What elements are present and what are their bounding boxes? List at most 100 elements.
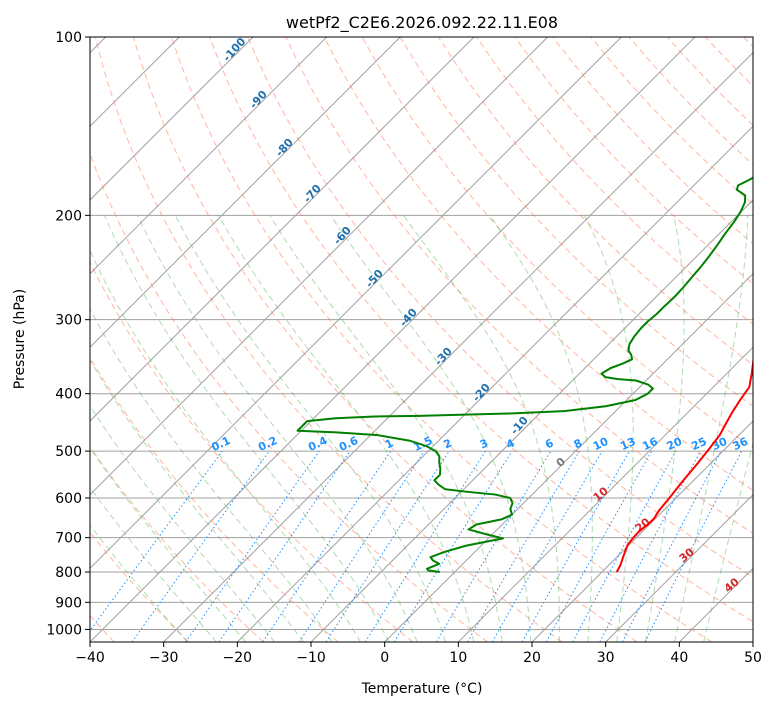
mixing-ratio-label: 25 — [689, 435, 708, 453]
background-line-labels: 0.1 0.2 0.4 0.6 1 1.5 2 3 4 6 8 10 13 16 20 25 30 36-100-… — [209, 35, 750, 595]
moist-adiabat-label: 0 — [554, 455, 568, 470]
dry-adiabat-line — [132, 37, 638, 642]
background-lines — [90, 37, 753, 642]
y-axis-ticks: 100 200 300 400 500 600 700 800 900 1000 — [46, 30, 90, 638]
mixing-ratio-line — [185, 450, 320, 642]
dry-adiabat-line — [704, 37, 753, 87]
y-tick-label: 200 — [55, 208, 82, 224]
y-tick-label: 900 — [55, 595, 82, 611]
isotherm-line — [384, 272, 753, 642]
mixing-ratio-line — [599, 450, 701, 642]
mixing-ratio-line — [218, 450, 351, 642]
moist-adiabat-line — [137, 215, 418, 642]
mixing-ratio-line — [325, 450, 450, 642]
mixing-ratio-label: 36 — [731, 435, 751, 453]
mixing-ratio-line — [521, 450, 630, 642]
x-axis-label: Temperature (°C) — [361, 681, 483, 697]
mixing-ratio-line — [572, 450, 677, 642]
moist-adiabat-line — [174, 215, 447, 642]
y-tick-label: 1000 — [46, 622, 82, 638]
dry-adiabat-label: -30 — [432, 345, 455, 369]
dry-adiabat-line — [476, 37, 753, 325]
moist-adiabat-line — [90, 249, 361, 642]
isotherm-line — [90, 37, 475, 422]
x-tick-label: −20 — [223, 650, 253, 666]
x-tick-label: 10 — [449, 650, 467, 666]
dry-adiabat-line — [209, 37, 753, 623]
x-tick-label: 20 — [523, 650, 541, 666]
dry-adiabat-line — [171, 37, 713, 642]
isotherm-line — [457, 346, 753, 642]
moist-adiabat-label: 20 — [633, 515, 653, 535]
y-axis-label: Pressure (hPa) — [12, 289, 28, 389]
y-tick-label: 100 — [55, 30, 82, 46]
moist-adiabat-line — [90, 524, 188, 642]
dry-adiabat-label: -20 — [470, 381, 493, 405]
dry-adiabat-label: -80 — [273, 136, 296, 160]
isotherm-line — [310, 199, 753, 642]
moist-adiabat-line — [90, 486, 217, 642]
dewpoint-line — [296, 176, 753, 574]
y-tick-label: 800 — [55, 565, 82, 581]
moist-adiabat-line — [103, 215, 390, 642]
moist-adiabat-line — [674, 215, 749, 642]
dry-adiabat-line — [90, 356, 339, 642]
dry-adiabat-label: -50 — [363, 267, 386, 291]
isotherm-line — [90, 37, 549, 496]
dry-adiabat-line — [552, 37, 753, 245]
mixing-ratio-label: 6 — [543, 436, 556, 451]
x-tick-label: −40 — [75, 650, 105, 666]
moist-adiabat-label: 10 — [591, 484, 611, 504]
moist-adiabat-line — [90, 447, 247, 642]
mixing-ratio-line — [131, 450, 270, 642]
dry-adiabat-label: -60 — [331, 224, 354, 248]
x-tick-label: 40 — [670, 650, 688, 666]
dry-adiabat-line — [90, 446, 264, 642]
moist-adiabat-line — [403, 215, 560, 642]
dry-adiabat-line — [90, 152, 488, 642]
mixing-ratio-label: 4 — [504, 436, 517, 451]
mixing-ratio-label: 20 — [665, 435, 685, 453]
x-tick-label: 0 — [380, 650, 389, 666]
moist-adiabat-line — [90, 404, 276, 642]
x-tick-label: 50 — [744, 650, 762, 666]
y-tick-label: 700 — [55, 531, 82, 547]
isotherm-line — [163, 51, 753, 642]
mixing-ratio-line — [298, 450, 425, 642]
dry-adiabat-line — [90, 531, 190, 642]
mixing-ratio-line — [644, 450, 743, 642]
isotherm-line — [605, 493, 753, 642]
moist-adiabat-line — [90, 359, 304, 642]
dry-adiabat-label: -70 — [301, 182, 324, 206]
moist-adiabat-line — [703, 441, 753, 642]
y-tick-label: 600 — [55, 491, 82, 507]
isotherm-line — [90, 37, 696, 642]
isotherm-line — [90, 37, 328, 275]
y-tick-label: 300 — [55, 313, 82, 329]
mixing-ratio-line — [364, 450, 486, 642]
temperature-line — [615, 355, 753, 573]
mixing-ratio-label: 16 — [640, 435, 660, 453]
plot-frame — [89, 36, 754, 643]
chart-title: wetPf2_C2E6.2026.092.22.11.E08 — [286, 13, 558, 33]
mixing-ratio-line — [545, 450, 653, 642]
isotherm-line — [90, 37, 622, 570]
x-axis-ticks: −40 −30 −20 −10 0 10 20 30 40 50 — [75, 642, 762, 666]
dry-adiabat-label: -100 — [220, 35, 248, 64]
dry-adiabat-line — [90, 260, 414, 642]
isotherm-line — [90, 37, 254, 201]
mixing-ratio-line — [262, 450, 392, 642]
x-tick-label: −10 — [296, 650, 326, 666]
x-tick-label: −30 — [149, 650, 179, 666]
dry-adiabat-line — [323, 37, 753, 491]
moist-adiabat-line — [583, 215, 634, 642]
moist-adiabat-label: 40 — [722, 575, 742, 595]
y-tick-label: 500 — [55, 444, 82, 460]
data-series — [296, 176, 753, 574]
dry-adiabat-line — [514, 37, 753, 285]
x-tick-label: 30 — [597, 650, 615, 666]
dry-adiabat-label: -10 — [508, 414, 531, 438]
mixing-ratio-label: 30 — [710, 435, 730, 453]
mixing-ratio-label: 3 — [478, 436, 490, 451]
dry-adiabat-line — [94, 37, 563, 642]
